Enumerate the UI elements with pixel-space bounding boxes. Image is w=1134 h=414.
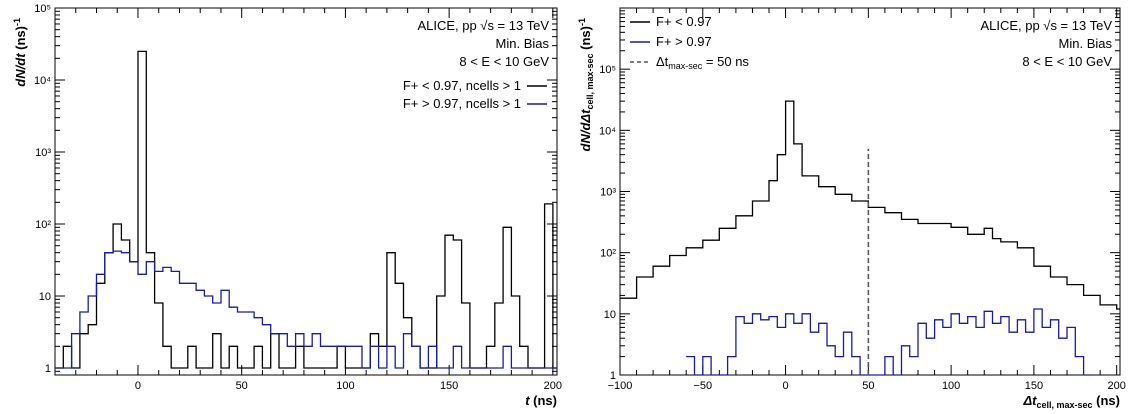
- plot-frame: [54, 7, 558, 376]
- y-tick-label: 10²: [600, 248, 616, 260]
- y-tick-label: 10⁴: [34, 75, 51, 87]
- x-tick-label: 150: [1025, 380, 1043, 392]
- y-tick-label: 10⁴: [599, 125, 616, 137]
- series-line-1: [620, 100, 1120, 310]
- x-tick-label: 0: [135, 380, 141, 392]
- y-tick-label: 1: [610, 370, 616, 382]
- y-tick-label: 10⁵: [599, 64, 616, 76]
- annotation-2: Min. Bias: [496, 36, 550, 51]
- x-axis-label: t (ns): [525, 393, 557, 408]
- y-tick-label: 10⁵: [34, 3, 51, 15]
- x-tick-label: −100: [608, 380, 633, 392]
- chart-panel-2: −100 −50 0 50 100 150 200 1 10 10² 10³ 10⁴ 10⁵ ALICE,…: [577, 7, 1126, 410]
- chart-panel-1: 0 50 100 150 200 1 10 10² 10³ 10⁴ 10⁵ ALICE, pp √s …: [12, 3, 562, 408]
- legend-label-1: F+ < 0.97: [656, 14, 712, 29]
- series-line-2: [55, 250, 557, 369]
- annotation-2: Min. Bias: [1059, 36, 1113, 51]
- legend-label-1: F+ < 0.97, ncells > 1: [403, 78, 521, 93]
- x-tick-label: 200: [1108, 380, 1126, 392]
- legend-label-2: F+ > 0.97, ncells > 1: [403, 96, 521, 111]
- y-tick-label: 10³: [35, 147, 51, 159]
- legend-label-threshold: Δtmax-sec = 50 ns: [656, 54, 749, 71]
- y-axis-label: dN/dΔtcell, max-sec (ns)-1: [577, 18, 595, 151]
- legend-label-2: F+ > 0.97: [656, 34, 712, 49]
- annotation-1: ALICE, pp √s = 13 TeV: [417, 18, 549, 33]
- y-tick-label: 1: [45, 363, 51, 375]
- x-tick-label: 50: [236, 380, 248, 392]
- annotation-3: 8 < E < 10 GeV: [1022, 54, 1112, 69]
- y-tick-label: 10: [604, 309, 616, 321]
- x-tick-label: −50: [693, 380, 712, 392]
- y-tick-label: 10³: [600, 187, 616, 199]
- y-tick-label: 10²: [35, 219, 51, 231]
- x-axis-label: Δtcell, max-sec (ns): [1022, 393, 1120, 410]
- annotation-3: 8 < E < 10 GeV: [459, 54, 549, 69]
- series-line-2: [686, 308, 1092, 376]
- y-tick-label: 10: [39, 291, 51, 303]
- y-axis-label: dN/dt (ns)-1: [12, 18, 28, 87]
- annotation-1: ALICE, pp √s = 13 TeV: [980, 18, 1112, 33]
- x-tick-label: 100: [942, 380, 960, 392]
- x-tick-label: 200: [544, 380, 562, 392]
- x-tick-label: 150: [440, 380, 458, 392]
- x-tick-label: 0: [783, 380, 789, 392]
- x-tick-label: 50: [862, 380, 874, 392]
- x-tick-label: 100: [336, 380, 354, 392]
